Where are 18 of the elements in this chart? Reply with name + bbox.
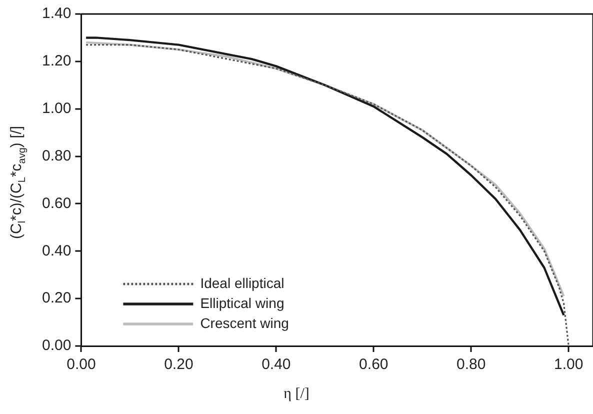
x-tick-label: 0.80 <box>456 356 486 374</box>
y-tick-label: 0.60 <box>42 194 72 212</box>
y-tick-label: 1.20 <box>42 52 72 70</box>
legend-label: Crescent wing <box>200 314 289 331</box>
x-tick-label: 0.40 <box>262 356 291 374</box>
legend-label: Ideal elliptical <box>200 274 284 291</box>
y-tick-label: 0.40 <box>42 242 72 260</box>
x-tick-label: 0.60 <box>359 356 388 374</box>
x-axis-title: η [/] <box>282 386 310 403</box>
x-tick-label: 0.00 <box>66 356 96 374</box>
y-tick-label: 0.80 <box>42 147 72 164</box>
legend-label: Elliptical wing <box>200 294 284 311</box>
x-tick-label: 0.20 <box>164 356 194 374</box>
y-tick-label: 1.00 <box>42 100 72 117</box>
y-tick-label: 0.20 <box>42 290 72 307</box>
x-tick-label: 1.00 <box>554 356 584 374</box>
y-tick-label: 1.40 <box>42 5 72 22</box>
y-tick-label: 0.00 <box>42 337 72 354</box>
